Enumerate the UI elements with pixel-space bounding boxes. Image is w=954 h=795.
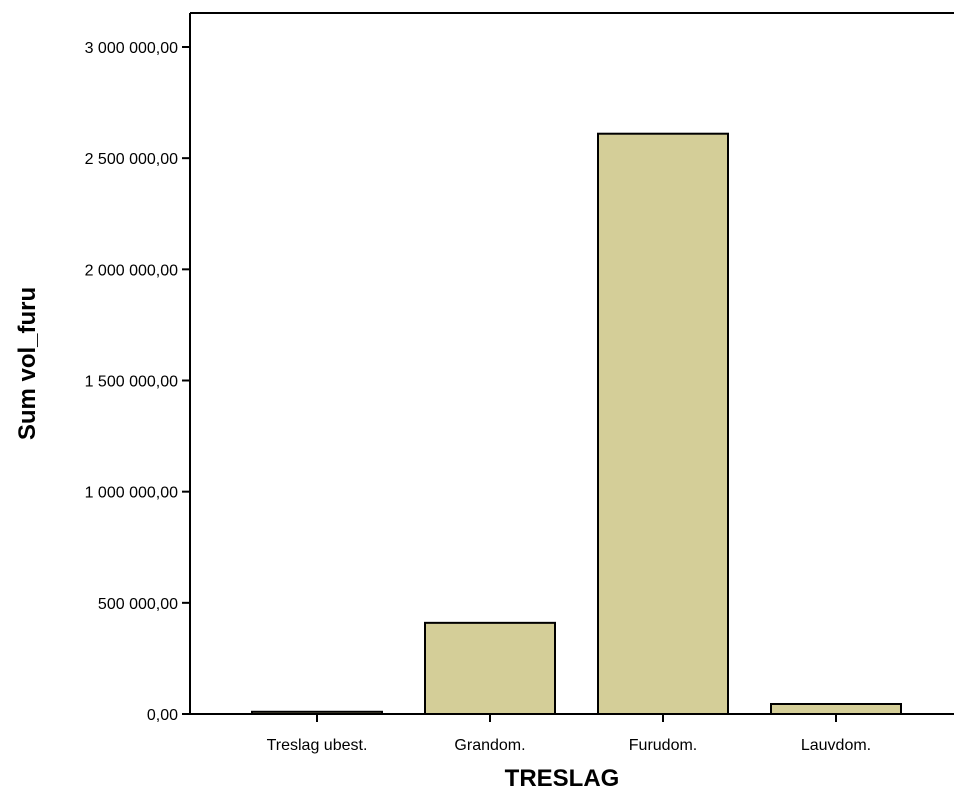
y-tick-label: 500 000,00: [98, 596, 178, 613]
bar: [770, 702, 902, 715]
x-tick-label: Treslag ubest.: [267, 737, 368, 754]
x-axis-title: TRESLAG: [505, 765, 620, 792]
bar: [424, 621, 556, 715]
y-ticks-group: 0,00 500 000,00 1 000 000,00 1 500 000,00 2 …: [85, 40, 190, 724]
y-tick-label: 1 500 000,00: [85, 374, 179, 391]
y-tick-label: 3 000 000,00: [85, 40, 179, 57]
y-tick-label: 0,00: [147, 707, 178, 724]
y-tick-label: 2 000 000,00: [85, 262, 179, 279]
x-ticks-group: Treslag ubest. Grandom. Furudom. Lauvdom.: [267, 714, 871, 754]
x-tick-label: Furudom.: [629, 737, 697, 754]
x-tick-label: Grandom.: [454, 737, 525, 754]
y-tick-label: 2 500 000,00: [85, 151, 179, 168]
y-axis-title: Sum vol_furu: [14, 287, 41, 440]
x-tick-label: Lauvdom.: [801, 737, 871, 754]
bars-group: [251, 132, 902, 716]
y-tick-label: 1 000 000,00: [85, 485, 179, 502]
bar: [597, 132, 729, 715]
